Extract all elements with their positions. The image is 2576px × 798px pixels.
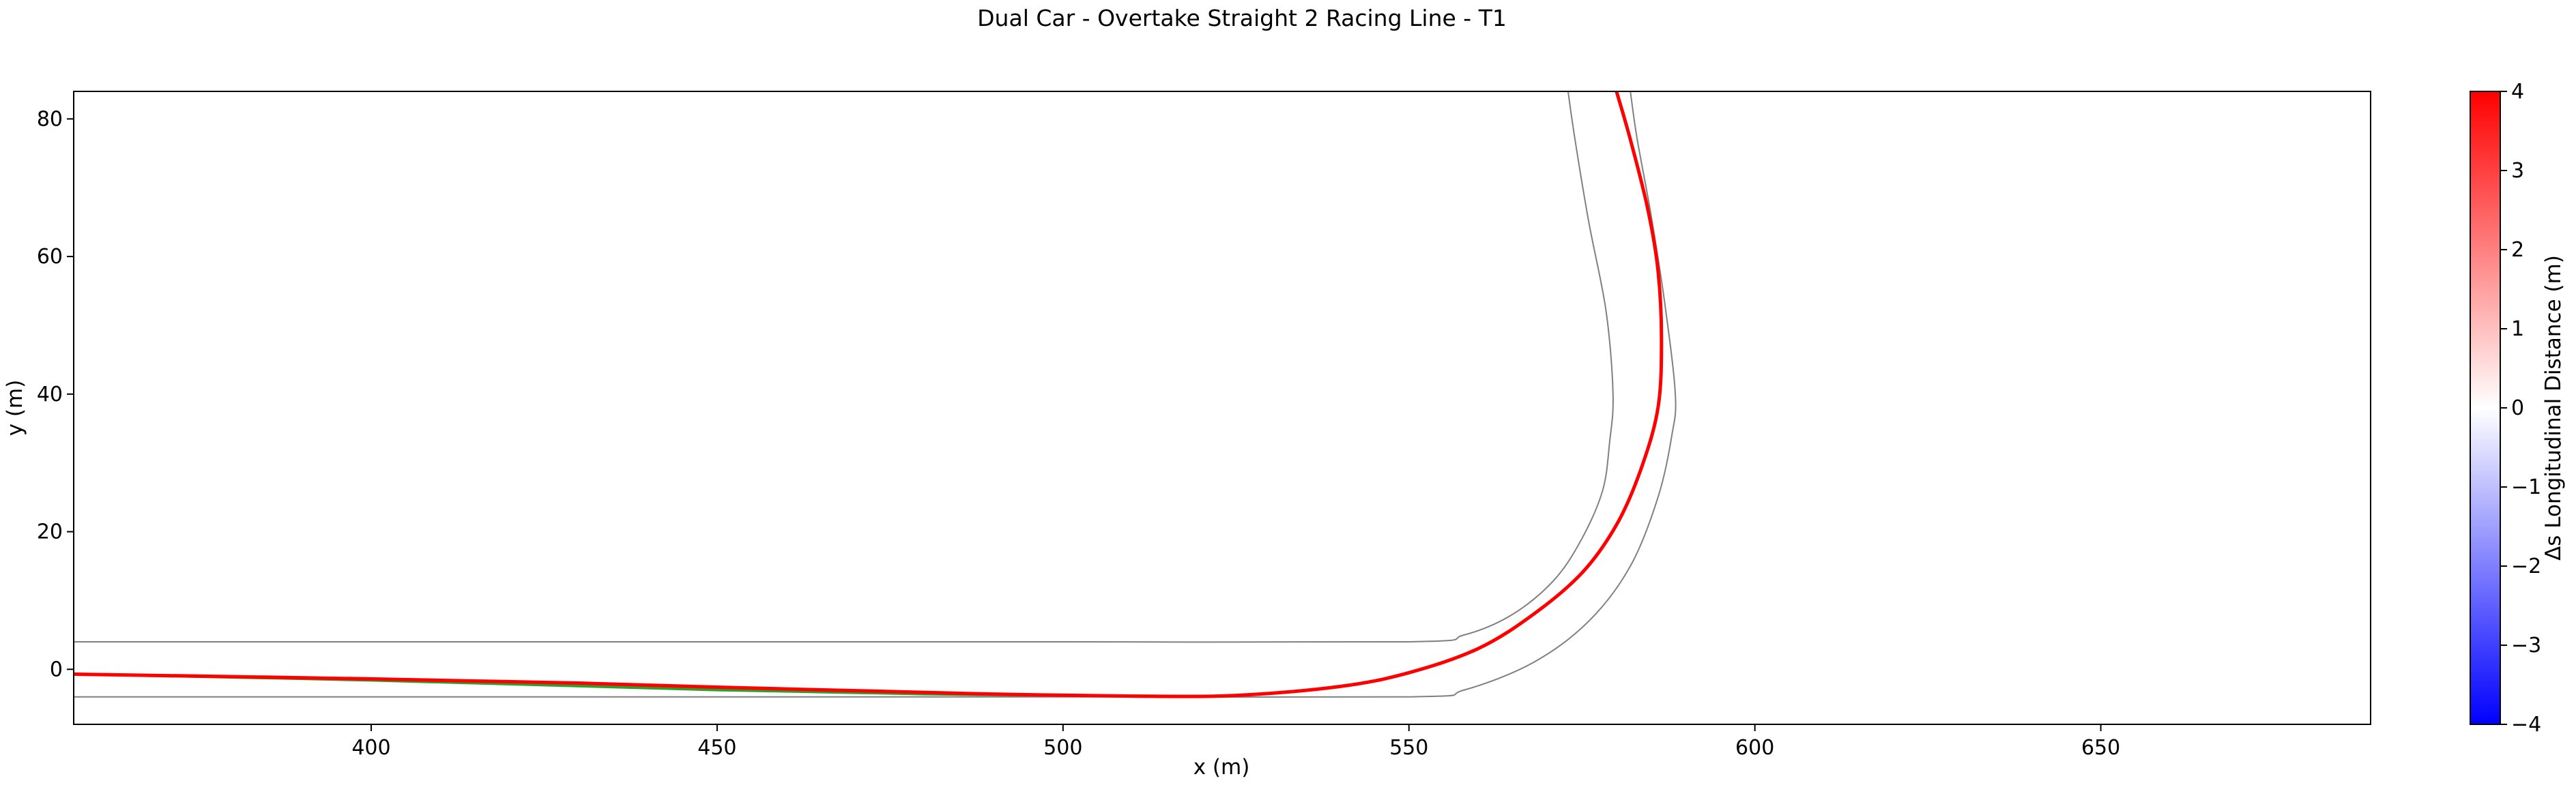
y-axis: 0 20 40 60 80 <box>37 107 74 681</box>
x-tick-label: 550 <box>1389 736 1428 760</box>
x-tick-label: 650 <box>2081 736 2120 760</box>
x-tick-label: 450 <box>697 736 736 760</box>
colorbar-tick-label: 3 <box>2511 159 2524 183</box>
y-tick-label: 60 <box>37 245 63 269</box>
colorbar-tick-label: 4 <box>2511 80 2524 104</box>
colorbar-tick-label: −1 <box>2511 475 2541 499</box>
series-layer <box>74 91 1677 698</box>
y-tick-label: 40 <box>37 383 63 407</box>
colorbar-tick-label: 2 <box>2511 238 2524 262</box>
colorbar-tick-label: −4 <box>2511 713 2541 737</box>
y-tick-label: 0 <box>50 657 63 681</box>
colorbar-axis: −4 −3 −2 −1 0 1 2 3 4 <box>2500 80 2541 737</box>
plot-frame <box>73 91 2371 725</box>
series-track-left-boundary <box>74 91 1614 643</box>
x-tick-label: 500 <box>1043 736 1082 760</box>
x-axis-label: x (m) <box>1193 755 1250 780</box>
colorbar-label: Δs Longitudinal Distance (m) <box>2541 255 2566 561</box>
x-tick-label: 600 <box>1735 736 1774 760</box>
series-racing-line-car-1 <box>74 91 1664 698</box>
y-tick-label: 80 <box>37 107 63 131</box>
colorbar-tick-label: −3 <box>2511 634 2541 657</box>
series-track-right-boundary <box>74 91 1677 698</box>
colorbar <box>2470 91 2501 725</box>
x-axis: 400 450 500 550 600 650 <box>351 724 2120 760</box>
y-axis-label: y (m) <box>3 380 27 437</box>
x-tick-label: 400 <box>351 736 390 760</box>
colorbar-tick-label: −2 <box>2511 555 2541 578</box>
colorbar-tick-label: 1 <box>2511 317 2524 341</box>
colorbar-tick-label: 0 <box>2511 396 2524 420</box>
chart-title: Dual Car - Overtake Straight 2 Racing Li… <box>977 5 1507 31</box>
y-tick-label: 20 <box>37 520 63 544</box>
